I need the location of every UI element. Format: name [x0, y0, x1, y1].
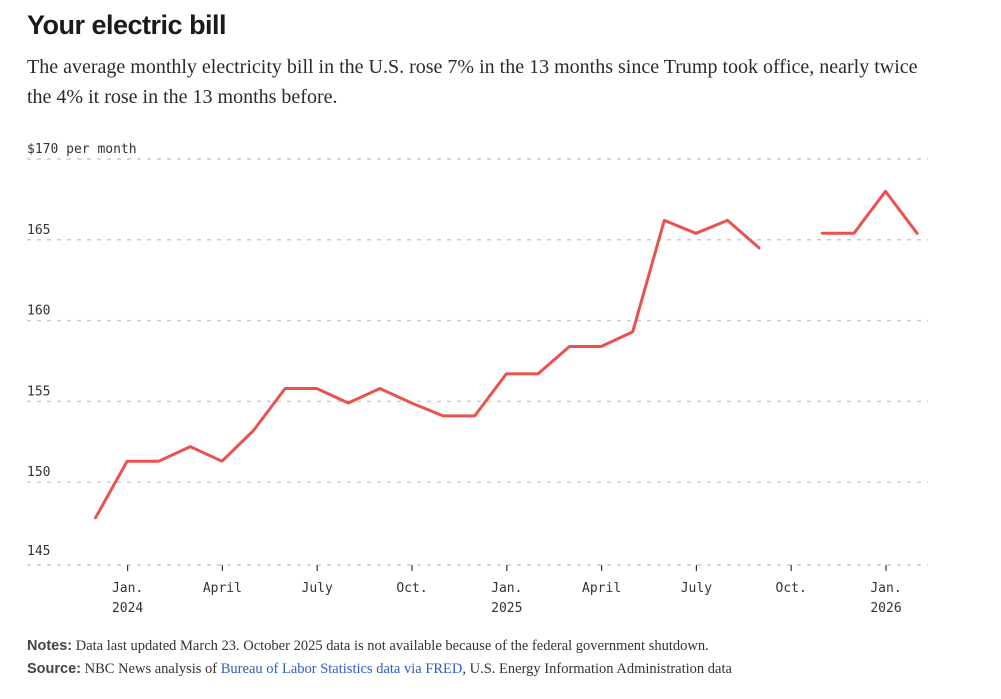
x-tick-label: Jan. — [491, 581, 522, 596]
y-tick-label-160: 160 — [27, 304, 50, 319]
x-tick-label: Jan. — [870, 581, 901, 596]
source-label: Source: — [27, 661, 81, 677]
x-tick-label: Oct. — [776, 581, 807, 596]
y-tick-label-165: 165 — [27, 223, 50, 238]
source-link[interactable]: Bureau of Labor Statistics data via FRED — [220, 661, 463, 677]
series-layer — [94, 189, 919, 520]
x-tick-label: July — [302, 581, 333, 596]
chart-title: Your electric bill — [27, 10, 227, 40]
source-footnote: Source: NBC News analysis of Bureau of L… — [27, 661, 732, 678]
x-tick-year-label: 2024 — [112, 601, 143, 616]
x-tick-label: April — [582, 581, 621, 596]
notes-text: Data last updated March 23. October 2025… — [72, 638, 709, 654]
source-text-suffix: , U.S. Energy Information Administration… — [462, 661, 732, 677]
x-tick-year-label: 2026 — [870, 601, 901, 616]
x-tick-label: Jan. — [112, 581, 143, 596]
y-tick-label-155: 155 — [27, 384, 50, 399]
x-tick-year-label: 2025 — [491, 601, 522, 616]
x-tick-label: July — [681, 581, 712, 596]
y-axis-labels: $170 per month 165 160 155 150 145 — [27, 142, 137, 559]
chart-subtitle: The average monthly electricity bill in … — [27, 56, 918, 108]
y-tick-label-145: 145 — [27, 544, 50, 559]
notes-label: Notes: — [27, 638, 73, 654]
source-text-prefix: NBC News analysis of — [81, 661, 221, 677]
line-chart: $170 per month 165 160 155 150 145 Jan. 2024 Ap… — [27, 142, 928, 616]
x-axis: Jan. 2024 April July Oct. Jan. 2025 April July Oc… — [112, 565, 902, 616]
x-tick-label: April — [203, 581, 242, 596]
x-tick-label: Oct. — [396, 581, 427, 596]
gridlines — [27, 158, 928, 566]
y-tick-label-150: 150 — [27, 465, 50, 480]
series-line-segment-2 — [820, 189, 919, 235]
notes-footnote: Notes: Data last updated March 23. Octob… — [27, 638, 709, 655]
series-line-segment-1 — [94, 218, 761, 520]
y-tick-label-170: $170 per month — [27, 142, 137, 157]
